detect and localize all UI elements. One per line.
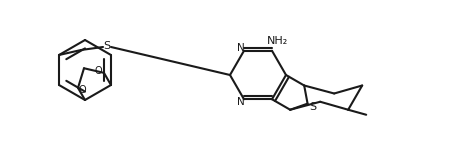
Text: O: O — [94, 66, 102, 76]
Text: O: O — [78, 85, 86, 95]
Text: N: N — [237, 43, 245, 53]
Text: S: S — [104, 41, 110, 51]
Text: S: S — [309, 102, 316, 112]
Text: N: N — [237, 97, 245, 107]
Text: NH₂: NH₂ — [267, 36, 288, 46]
